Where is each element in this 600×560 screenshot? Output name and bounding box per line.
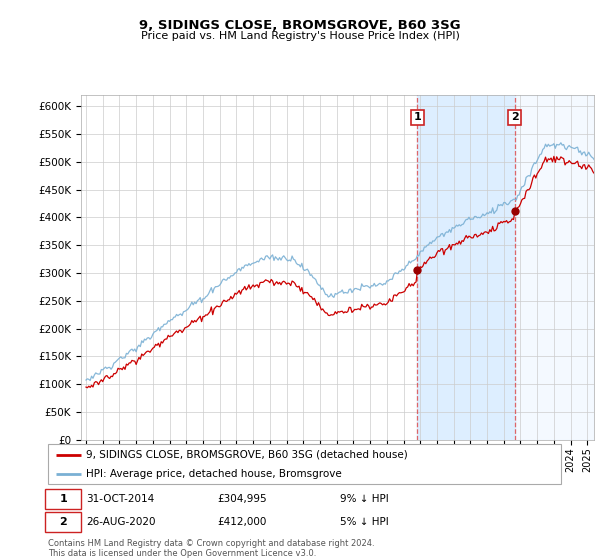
Text: 9, SIDINGS CLOSE, BROMSGROVE, B60 3SG (detached house): 9, SIDINGS CLOSE, BROMSGROVE, B60 3SG (d… <box>86 450 408 460</box>
Text: 5% ↓ HPI: 5% ↓ HPI <box>340 517 389 526</box>
Text: 31-OCT-2014: 31-OCT-2014 <box>86 494 155 503</box>
Text: 1: 1 <box>413 113 421 123</box>
FancyBboxPatch shape <box>46 511 82 532</box>
Text: Contains HM Land Registry data © Crown copyright and database right 2024.
This d: Contains HM Land Registry data © Crown c… <box>48 539 374 558</box>
Bar <box>515 95 594 440</box>
Text: 2: 2 <box>511 113 518 123</box>
Bar <box>418 95 515 440</box>
Text: 26-AUG-2020: 26-AUG-2020 <box>86 517 156 526</box>
Text: 1: 1 <box>59 494 67 503</box>
Text: 9% ↓ HPI: 9% ↓ HPI <box>340 494 389 503</box>
Text: HPI: Average price, detached house, Bromsgrove: HPI: Average price, detached house, Brom… <box>86 469 342 478</box>
Text: 9, SIDINGS CLOSE, BROMSGROVE, B60 3SG: 9, SIDINGS CLOSE, BROMSGROVE, B60 3SG <box>139 19 461 32</box>
FancyBboxPatch shape <box>46 488 82 509</box>
FancyBboxPatch shape <box>48 444 561 484</box>
Text: Price paid vs. HM Land Registry's House Price Index (HPI): Price paid vs. HM Land Registry's House … <box>140 31 460 41</box>
Text: £304,995: £304,995 <box>217 494 267 503</box>
Text: £412,000: £412,000 <box>217 517 266 526</box>
Text: 2: 2 <box>59 517 67 526</box>
